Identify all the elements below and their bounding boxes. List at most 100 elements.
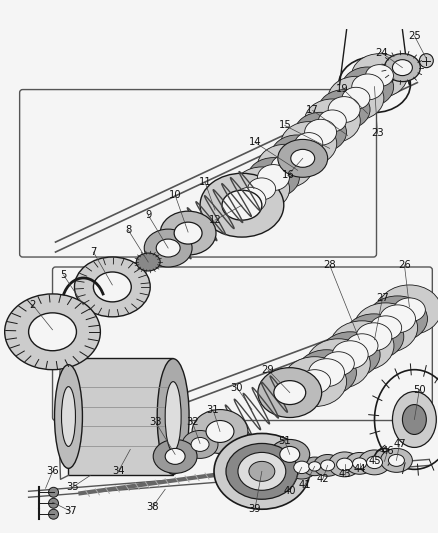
Ellipse shape [222,190,261,220]
Ellipse shape [160,211,215,255]
Ellipse shape [165,448,185,464]
Text: 43: 43 [338,470,350,479]
Ellipse shape [392,60,411,76]
Ellipse shape [392,392,435,447]
Ellipse shape [144,229,192,267]
Text: 36: 36 [46,466,59,477]
Text: 12: 12 [208,215,221,225]
Text: 15: 15 [278,120,290,131]
Ellipse shape [61,386,75,447]
Ellipse shape [28,313,76,351]
Ellipse shape [223,180,275,220]
Ellipse shape [290,149,314,167]
Ellipse shape [156,239,180,257]
Ellipse shape [165,382,181,451]
Ellipse shape [247,158,299,198]
Ellipse shape [384,54,420,82]
Text: 32: 32 [185,416,198,426]
Ellipse shape [271,135,322,175]
Text: 34: 34 [112,466,124,477]
Circle shape [49,509,58,519]
FancyBboxPatch shape [68,358,173,475]
Text: 37: 37 [64,506,77,516]
Ellipse shape [328,96,359,123]
Text: 8: 8 [125,225,131,235]
Text: 38: 38 [145,502,158,512]
Ellipse shape [392,298,424,322]
Text: 27: 27 [375,293,388,303]
Ellipse shape [320,332,379,378]
Ellipse shape [388,455,403,466]
Text: 42: 42 [316,474,328,484]
Text: 47: 47 [392,439,405,449]
Text: 24: 24 [374,47,387,58]
Ellipse shape [271,155,299,177]
Ellipse shape [308,359,344,386]
Ellipse shape [321,352,353,376]
Ellipse shape [294,112,346,152]
Ellipse shape [257,165,289,190]
Ellipse shape [327,76,383,120]
Text: 2: 2 [29,300,36,310]
Ellipse shape [328,452,360,477]
Ellipse shape [191,438,208,451]
Ellipse shape [355,323,391,351]
Text: 35: 35 [66,482,78,492]
Ellipse shape [308,462,320,471]
Ellipse shape [341,67,393,107]
Ellipse shape [345,453,373,474]
Text: 44: 44 [353,464,365,474]
Text: 10: 10 [169,190,181,200]
Ellipse shape [157,359,189,474]
Ellipse shape [282,357,346,407]
Ellipse shape [273,381,305,405]
Ellipse shape [286,456,316,479]
Circle shape [418,54,432,68]
Text: 29: 29 [261,365,274,375]
Ellipse shape [379,305,414,333]
Ellipse shape [233,167,289,211]
Ellipse shape [353,303,417,353]
Text: 19: 19 [336,84,348,94]
Ellipse shape [318,90,369,130]
Ellipse shape [329,321,393,370]
Ellipse shape [351,74,383,100]
Ellipse shape [214,433,309,509]
Ellipse shape [226,443,297,499]
Ellipse shape [5,294,100,370]
Text: 9: 9 [145,210,151,220]
Ellipse shape [367,296,427,342]
Ellipse shape [192,409,247,454]
Ellipse shape [352,458,366,469]
Ellipse shape [257,144,312,188]
Ellipse shape [304,99,360,143]
Text: 40: 40 [283,486,295,496]
Ellipse shape [257,368,321,417]
Text: 23: 23 [371,128,383,139]
Ellipse shape [233,187,265,213]
Ellipse shape [298,370,330,393]
Ellipse shape [280,122,336,166]
Ellipse shape [341,87,369,109]
Ellipse shape [54,365,82,469]
Ellipse shape [294,133,322,155]
Text: 51: 51 [278,437,290,447]
Ellipse shape [200,173,283,237]
Ellipse shape [318,110,346,132]
Ellipse shape [248,462,274,481]
Ellipse shape [93,272,131,302]
Ellipse shape [237,453,285,490]
Text: 16: 16 [281,170,293,180]
Ellipse shape [369,316,401,340]
Ellipse shape [205,421,233,442]
Text: 25: 25 [407,31,420,41]
Ellipse shape [380,448,411,472]
Text: 5: 5 [60,270,67,280]
Ellipse shape [304,119,336,145]
Ellipse shape [277,140,327,177]
Ellipse shape [280,142,312,168]
Text: 26: 26 [397,260,410,270]
Circle shape [49,487,58,497]
Text: 31: 31 [206,405,219,415]
Text: 7: 7 [90,247,96,257]
